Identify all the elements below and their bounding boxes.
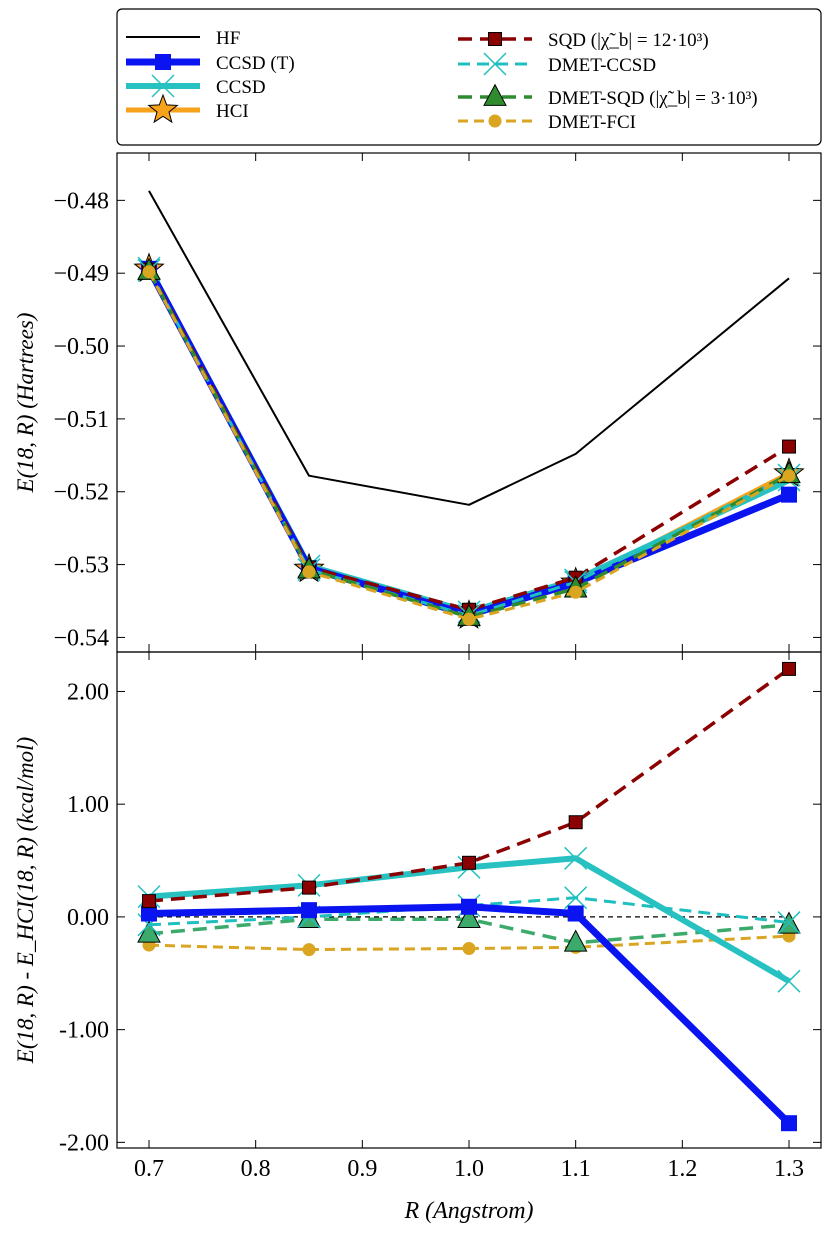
y-tick-label: 1.00 — [67, 792, 109, 818]
point-dmet_fci — [302, 943, 316, 957]
series-line-ccsd_t — [148, 903, 792, 1126]
y-tick-label: −0.52 — [53, 480, 109, 506]
point-dmet_fci — [782, 469, 796, 483]
point-dmet_ccsd — [777, 911, 801, 935]
point-dmet_fci — [569, 585, 583, 599]
point-dmet_fci — [462, 612, 476, 626]
y-tick-label: 2.00 — [67, 679, 109, 705]
x-tick-label: 1.2 — [667, 1156, 697, 1182]
legend-marker-ccsd_t — [155, 54, 171, 70]
series-line-dmet_fci — [147, 270, 790, 621]
series-line-sqd — [147, 268, 790, 612]
point-ccsd_t — [567, 905, 584, 922]
legend-marker-dmet_sqd — [483, 83, 507, 106]
series-line-hf — [148, 190, 790, 506]
legend-marker-hci — [147, 93, 179, 124]
point-sqd — [782, 439, 796, 454]
y-tick-label: −0.48 — [53, 188, 109, 214]
y-tick-label: −0.53 — [53, 553, 109, 579]
point-ccsd_t — [301, 902, 317, 919]
legend-label-sqd: SQD (|χ̃_b| = 12·10³) — [548, 30, 709, 51]
y-tick-label: -2.00 — [59, 1130, 109, 1156]
legend-label-hf: HF — [216, 28, 240, 49]
y-tick-label: −0.49 — [53, 261, 109, 287]
point-sqd — [782, 661, 796, 676]
point-dmet_sqd — [457, 905, 481, 928]
point-ccsd — [777, 969, 801, 993]
series-line-dmet_ccsd — [148, 896, 790, 927]
point-dmet_fci — [302, 565, 316, 579]
legend-marker-dmet_ccsd — [483, 52, 507, 76]
legend-marker-sqd — [488, 32, 502, 46]
point-ccsd_t — [781, 1115, 797, 1132]
point-ccsd_t — [461, 898, 477, 915]
x-tick-label: 1.3 — [774, 1156, 804, 1182]
point-ccsd — [564, 846, 588, 870]
legend-label-ccsd_t: CCSD (T) — [216, 53, 295, 74]
y-tick-label: -1.00 — [59, 1018, 109, 1044]
point-ccsd_t — [141, 905, 157, 922]
legend-label-ccsd: CCSD — [216, 77, 266, 98]
legend-marker-ccsd — [151, 74, 175, 98]
legend-label-hci: HCI — [216, 101, 249, 122]
top-y-axis-label: E(18, R) (Hartrees) — [13, 313, 38, 494]
point-sqd — [142, 894, 156, 909]
series-line-ccsd_t — [145, 267, 791, 619]
legend-label-dmet_ccsd: DMET-CCSD — [548, 55, 656, 76]
y-tick-label: −0.51 — [53, 407, 109, 433]
point-sqd — [568, 815, 583, 830]
point-dmet_fci — [142, 265, 156, 279]
legend-marker-dmet_fci — [488, 114, 502, 128]
x-tick-label: 1.0 — [454, 1156, 484, 1182]
point-sqd — [462, 855, 476, 870]
series-line-ccsd — [146, 266, 791, 615]
point-dmet_ccsd — [564, 886, 588, 910]
x-tick-label: 0.7 — [134, 1156, 164, 1182]
legend-label-dmet_fci: DMET-FCI — [548, 112, 636, 133]
x-tick-label: 0.8 — [241, 1156, 271, 1182]
legend-box — [116, 8, 822, 146]
y-tick-label: −0.54 — [53, 625, 109, 651]
y-tick-label: −0.50 — [53, 334, 109, 360]
point-ccsd_t — [781, 486, 797, 503]
point-dmet_sqd — [137, 920, 161, 943]
x-tick-label: 1.1 — [561, 1156, 591, 1182]
point-dmet_fci — [462, 941, 476, 955]
point-dmet_sqd — [563, 929, 588, 952]
bottom-y-axis-label: E(18, R) - E_HCI(18, R) (kcal/mol) — [13, 737, 38, 1064]
x-tick-label: 0.9 — [347, 1156, 377, 1182]
point-sqd — [302, 880, 316, 895]
x-axis-label: R (Angstrom) — [403, 1198, 533, 1224]
legend-label-dmet_sqd: DMET-SQD (|χ̃_b| = 3·10³) — [548, 88, 758, 109]
y-tick-label: 0.00 — [67, 905, 109, 931]
